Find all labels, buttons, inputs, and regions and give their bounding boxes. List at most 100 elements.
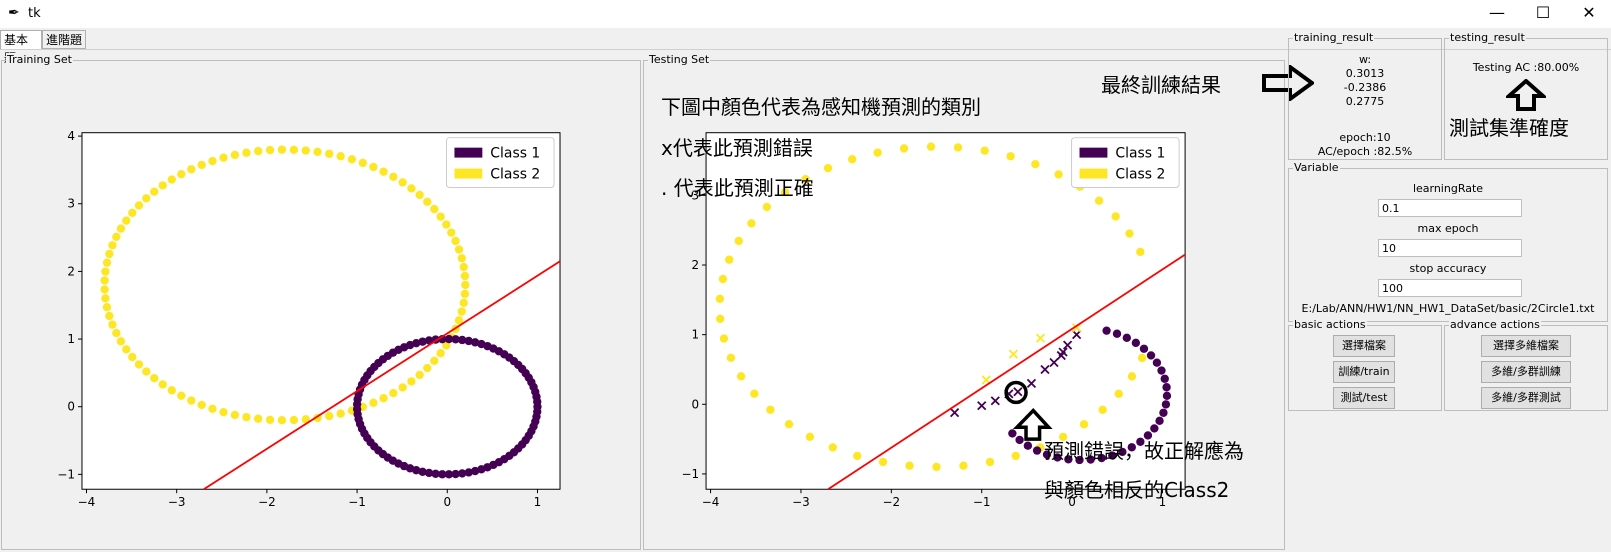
testing-plot: −4 −3 −2 −1 0 1 −1 0 1 2 3 Class 1 Class 2 <box>681 132 1186 509</box>
class-2-point <box>167 386 176 395</box>
misclassified-point <box>977 401 987 411</box>
class-1-point <box>418 337 427 346</box>
misclassified-point <box>1056 350 1066 361</box>
class-2-point <box>905 461 914 470</box>
class-2-point <box>423 197 432 207</box>
class-2-point <box>454 316 464 325</box>
stop-accuracy-input[interactable] <box>1378 279 1522 297</box>
x-tick-label: 0 <box>443 495 451 509</box>
test-button[interactable]: 測試/test <box>1333 387 1395 409</box>
class-2-point <box>1098 405 1107 414</box>
class-2-point <box>926 142 936 151</box>
class-2-point <box>985 457 995 467</box>
misclassified-point <box>990 396 1000 406</box>
class-1-point <box>424 336 434 345</box>
class-2-point <box>736 372 746 381</box>
class-2-point <box>725 255 734 264</box>
note-wrong-prediction-2: 與顏色相反的Class2 <box>1044 478 1230 502</box>
class-2-point <box>423 363 432 373</box>
class-1-point <box>1118 447 1127 457</box>
multidim-test-button[interactable]: 多維/多群測試 <box>1481 387 1571 409</box>
max-epoch-input[interactable] <box>1378 239 1522 257</box>
class-2-point <box>242 412 251 422</box>
decision-boundary <box>827 253 1186 490</box>
variable-frame: Variable learningRate max epoch stop acc… <box>1288 161 1608 322</box>
class-2-point <box>187 165 196 174</box>
class-2-point <box>369 162 378 172</box>
class-2-point <box>100 276 109 285</box>
class-2-point <box>128 352 137 362</box>
class-2-point <box>230 150 240 160</box>
class-1-point <box>1108 451 1117 460</box>
class-2-point <box>805 432 815 442</box>
class-2-point <box>980 146 989 155</box>
select-multidim-file-button[interactable]: 選擇多維檔案 <box>1481 335 1571 357</box>
training-set-label: Training Set <box>6 53 73 67</box>
class-2-point <box>150 187 159 196</box>
maximize-button[interactable]: ☐ <box>1535 3 1551 22</box>
class-2-point <box>150 374 159 383</box>
y-tick-label: 1 <box>67 332 75 346</box>
train-button[interactable]: 訓練/train <box>1333 361 1395 383</box>
note-final-training: 最終訓練結果 <box>1101 73 1221 97</box>
class-1-point <box>418 467 427 476</box>
multidim-train-button[interactable]: 多維/多群訓練 <box>1481 361 1571 383</box>
class-2-point <box>112 232 121 241</box>
tab-basic[interactable]: 基本題 <box>0 30 42 65</box>
x-tick-label: −1 <box>348 495 366 509</box>
class-2-point <box>389 172 398 181</box>
class-1-point <box>1127 443 1136 452</box>
testing-result-label: testing_result <box>1449 31 1526 45</box>
class-2-point <box>177 169 186 179</box>
class-2-point <box>716 314 725 323</box>
class-2-point <box>442 220 451 229</box>
feather-icon: ✒ <box>8 5 20 21</box>
x-tick-label: −2 <box>258 495 276 509</box>
class-2-point <box>734 236 743 246</box>
class-2-point <box>1031 160 1040 169</box>
legend-swatch <box>1079 168 1108 179</box>
window-title: tk <box>28 6 41 21</box>
class-2-point <box>142 367 151 376</box>
test-accuracy-text: Testing AC :80.00% <box>1472 61 1580 74</box>
class-1-point <box>1162 383 1171 392</box>
class-1-point <box>458 469 467 478</box>
class-2-point <box>116 337 126 346</box>
class-1-point <box>1157 366 1166 375</box>
class-2-point <box>436 349 445 358</box>
w-value-2: 0.2775 <box>1345 95 1385 108</box>
w-value-0: 0.3013 <box>1345 67 1385 80</box>
class-2-point <box>457 307 466 316</box>
class-1-point <box>1023 441 1033 450</box>
advance-actions-label: advance actions <box>1449 318 1541 332</box>
tab-advanced[interactable]: 進階題 <box>42 30 86 49</box>
x-tick-label: 1 <box>534 495 542 509</box>
misclassified-point <box>1026 378 1037 389</box>
class-2-point <box>313 147 322 157</box>
class-2-point <box>1054 170 1063 179</box>
select-file-button[interactable]: 選擇檔案 <box>1333 335 1395 357</box>
legend-entry: Class 2 <box>1115 167 1165 183</box>
minimize-button[interactable]: — <box>1489 3 1505 22</box>
class-1-point <box>438 470 447 479</box>
class-1-point <box>1150 424 1159 433</box>
learning-rate-input[interactable] <box>1378 199 1522 217</box>
class-2-point <box>801 174 810 184</box>
close-button[interactable]: ✕ <box>1582 3 1596 22</box>
class-2-point <box>289 415 299 425</box>
legend-swatch <box>454 147 483 158</box>
note-wrong-prediction-1: 預測錯誤，故正解應為 <box>1044 439 1244 463</box>
x-tick-label: 0 <box>1068 495 1076 509</box>
class-1-point <box>451 469 460 479</box>
class-2-point <box>122 345 131 354</box>
class-1-point <box>1152 358 1162 367</box>
misclassified-point <box>1049 357 1059 368</box>
note-color-meaning: 下圖中顏色代表為感知機預測的類別 <box>661 95 981 119</box>
class-2-point <box>407 184 416 193</box>
class-1-point <box>1146 351 1156 360</box>
class-2-point <box>253 146 263 156</box>
class-1-point <box>1160 374 1169 383</box>
class-2-point <box>457 254 466 263</box>
class-2-point <box>1058 432 1068 442</box>
legend-swatch <box>1079 147 1108 158</box>
